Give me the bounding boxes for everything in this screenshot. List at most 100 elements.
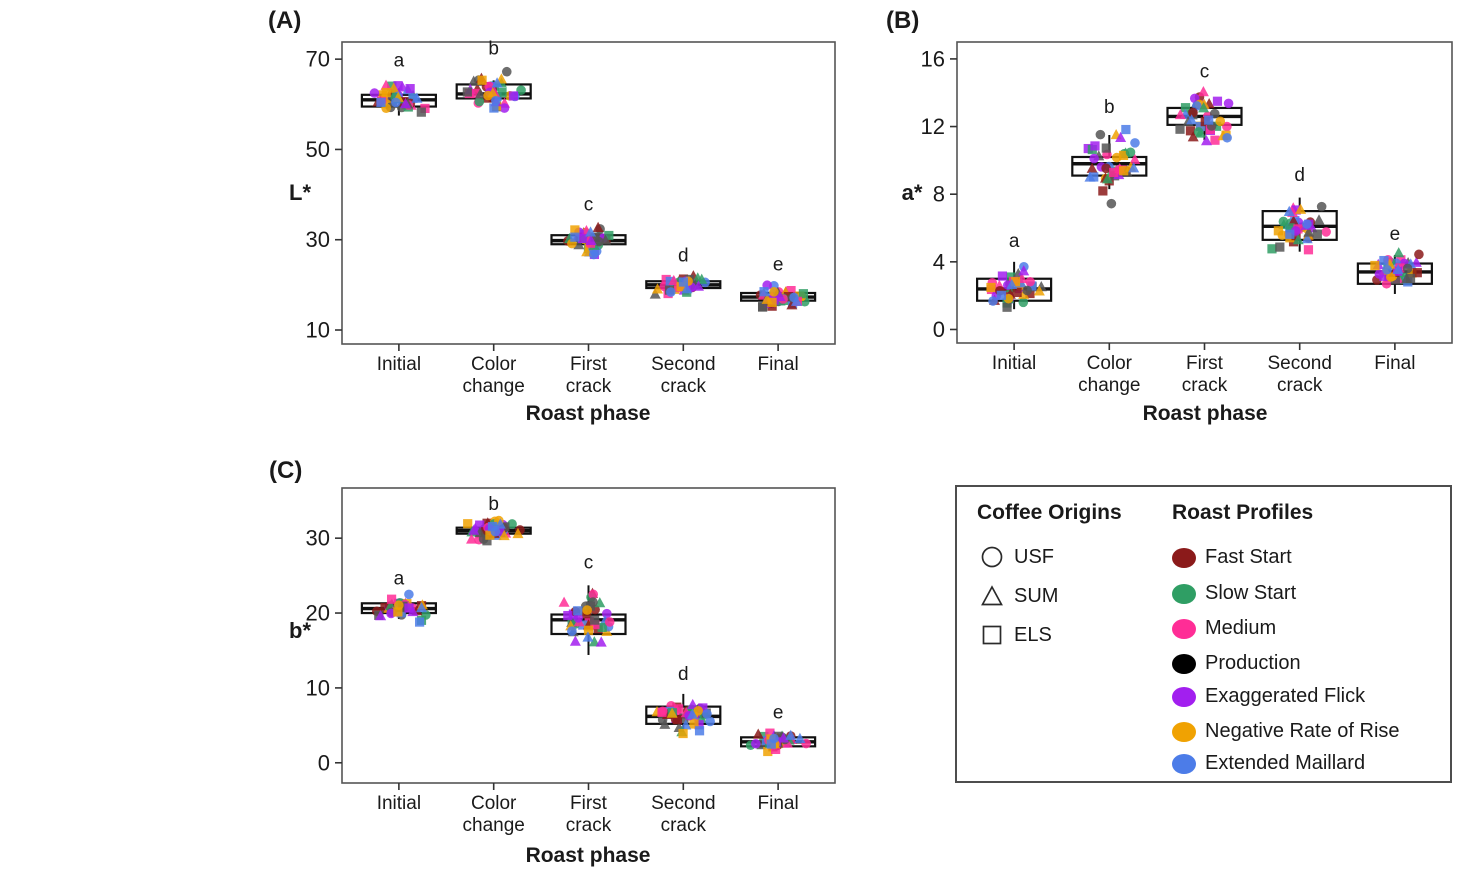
data-point bbox=[1111, 152, 1122, 163]
data-point bbox=[487, 521, 498, 532]
data-point bbox=[678, 277, 689, 287]
data-point bbox=[1101, 143, 1111, 153]
data-point bbox=[1321, 227, 1331, 237]
data-point bbox=[1188, 107, 1198, 118]
legend-origin-usf-label: USF bbox=[1014, 545, 1054, 568]
data-point bbox=[997, 271, 1008, 281]
panel-a-plot: (A) L* Roast phase 10 30 50 70 Initial Color c… bbox=[268, 7, 836, 425]
data-point bbox=[705, 716, 715, 727]
data-point bbox=[790, 295, 802, 306]
data-point bbox=[1102, 173, 1114, 184]
data-point bbox=[393, 81, 403, 91]
data-point bbox=[1267, 244, 1277, 254]
data-point bbox=[674, 704, 684, 714]
y-tick-label: 16 bbox=[921, 46, 945, 71]
data-point bbox=[463, 519, 473, 529]
panel-c-y-axis-title: b* bbox=[289, 618, 311, 643]
data-point bbox=[501, 66, 512, 77]
data-point bbox=[1301, 233, 1313, 244]
data-point bbox=[1193, 127, 1204, 137]
y-tick-label: 70 bbox=[306, 47, 330, 72]
data-point bbox=[487, 87, 499, 98]
data-point bbox=[694, 720, 704, 730]
data-point bbox=[1101, 163, 1111, 174]
data-point bbox=[1090, 141, 1100, 151]
legend-profile-label: Production bbox=[1205, 652, 1301, 674]
significance-letter: e bbox=[773, 702, 784, 723]
data-point bbox=[1386, 272, 1396, 282]
data-point bbox=[1402, 263, 1413, 274]
y-tick-label: 20 bbox=[306, 601, 330, 626]
x-tick-label: Final bbox=[1374, 353, 1415, 374]
data-point bbox=[590, 232, 600, 242]
legend-profile-row: Negative Rate of Rise bbox=[1172, 720, 1400, 743]
data-point bbox=[1316, 201, 1327, 212]
legend-profile-row: Slow Start bbox=[1172, 582, 1296, 605]
data-point bbox=[996, 290, 1006, 300]
data-point bbox=[489, 103, 499, 113]
data-point bbox=[1273, 226, 1283, 236]
data-point bbox=[1295, 203, 1307, 214]
data-point bbox=[391, 97, 401, 108]
data-point bbox=[1119, 166, 1129, 176]
data-point bbox=[785, 729, 797, 740]
y-tick-label: 30 bbox=[306, 526, 330, 551]
data-point bbox=[1222, 121, 1232, 132]
data-point bbox=[1399, 272, 1409, 282]
data-point bbox=[1186, 114, 1198, 125]
data-point bbox=[1303, 226, 1315, 237]
data-point bbox=[1223, 98, 1234, 109]
data-point bbox=[477, 75, 487, 85]
data-point bbox=[1129, 153, 1141, 164]
data-point bbox=[1018, 265, 1030, 276]
significance-letter: b bbox=[488, 494, 499, 515]
data-point bbox=[415, 617, 425, 627]
data-point bbox=[573, 613, 583, 623]
panel-c-label: (C) bbox=[269, 457, 302, 484]
data-point bbox=[1012, 287, 1022, 297]
data-point bbox=[558, 596, 570, 607]
data-point bbox=[411, 92, 423, 103]
panel-c-plot: (C) b* Roast phase 0 10 20 30 Initial Color ch… bbox=[269, 457, 836, 867]
y-tick-label: 4 bbox=[933, 249, 945, 274]
x-tick-label: Initial bbox=[377, 793, 421, 814]
x-tick-label: Initial bbox=[992, 353, 1036, 374]
data-point bbox=[600, 234, 612, 245]
data-point bbox=[588, 249, 599, 260]
data-point bbox=[794, 732, 806, 743]
data-point bbox=[588, 636, 600, 647]
data-point bbox=[499, 103, 510, 113]
significance-letter: e bbox=[773, 254, 784, 275]
data-point bbox=[393, 607, 403, 617]
x-tick-label: Final bbox=[758, 793, 799, 814]
square-icon bbox=[982, 625, 1002, 645]
y-tick-label: 50 bbox=[306, 137, 330, 162]
data-point bbox=[1215, 116, 1226, 127]
data-point bbox=[466, 533, 478, 544]
y-tick-label: 12 bbox=[921, 114, 945, 139]
data-point bbox=[1275, 242, 1285, 252]
data-point bbox=[1374, 269, 1385, 279]
legend-profile-label: Fast Start bbox=[1205, 546, 1292, 568]
data-point bbox=[1285, 223, 1295, 233]
significance-letter: c bbox=[1200, 62, 1210, 83]
data-point bbox=[676, 282, 686, 292]
data-point bbox=[468, 75, 480, 86]
data-point bbox=[399, 97, 411, 109]
data-point bbox=[666, 707, 678, 718]
data-point bbox=[585, 226, 597, 237]
x-tick-label: Second crack bbox=[1267, 353, 1331, 396]
data-point bbox=[595, 636, 607, 647]
data-point bbox=[1303, 245, 1314, 255]
data-point bbox=[569, 635, 581, 646]
x-tick-label: Second crack bbox=[651, 793, 715, 836]
y-tick-label: 10 bbox=[306, 675, 330, 700]
significance-letter: a bbox=[1009, 231, 1020, 252]
data-point bbox=[771, 744, 781, 755]
x-tick-label: Second crack bbox=[651, 354, 715, 397]
data-point bbox=[1106, 198, 1117, 209]
data-point bbox=[416, 107, 426, 117]
legend-origin-els: ELS bbox=[979, 622, 1052, 648]
data-point bbox=[1086, 162, 1098, 173]
